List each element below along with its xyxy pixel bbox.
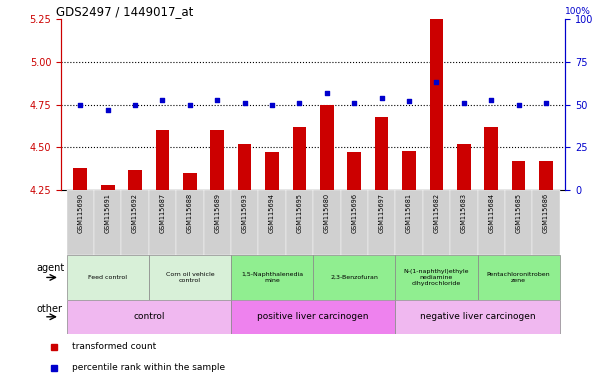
Point	[431, 79, 441, 86]
Bar	[532, 190, 560, 255]
Point	[404, 98, 414, 104]
Bar	[395, 255, 478, 300]
Bar	[293, 127, 306, 190]
Bar	[450, 190, 478, 255]
Bar	[258, 190, 286, 255]
Bar	[512, 161, 525, 190]
Text: 1,5-Naphthalenedia
mine: 1,5-Naphthalenedia mine	[241, 272, 303, 283]
Point	[213, 96, 222, 103]
Text: GDS2497 / 1449017_at: GDS2497 / 1449017_at	[56, 5, 194, 18]
Text: positive liver carcinogen: positive liver carcinogen	[257, 312, 369, 321]
Bar	[375, 117, 389, 190]
Bar	[148, 190, 176, 255]
Bar	[340, 190, 368, 255]
Bar	[231, 255, 313, 300]
Bar	[128, 170, 142, 190]
Point	[377, 95, 387, 101]
Bar	[395, 300, 560, 334]
Text: GSM115687: GSM115687	[159, 194, 166, 233]
Text: Feed control: Feed control	[88, 275, 127, 280]
Text: GSM115685: GSM115685	[516, 194, 522, 233]
Point	[541, 100, 551, 106]
Point	[267, 101, 277, 108]
Bar	[320, 104, 334, 190]
Bar	[423, 190, 450, 255]
Text: N-(1-naphthyl)ethyle
nediamine
dihydrochloride: N-(1-naphthyl)ethyle nediamine dihydroch…	[404, 269, 469, 286]
Point	[75, 101, 85, 108]
Text: GSM115686: GSM115686	[543, 194, 549, 233]
Text: GSM115691: GSM115691	[104, 194, 111, 233]
Bar	[67, 190, 94, 255]
Text: GSM115690: GSM115690	[77, 194, 83, 233]
Point	[103, 107, 112, 113]
Text: GSM115682: GSM115682	[433, 194, 439, 233]
Bar	[485, 127, 498, 190]
Bar	[402, 151, 416, 190]
Point	[158, 96, 167, 103]
Bar	[348, 152, 361, 190]
Point	[514, 101, 524, 108]
Text: Corn oil vehicle
control: Corn oil vehicle control	[166, 272, 214, 283]
Text: GSM115681: GSM115681	[406, 194, 412, 233]
Text: control: control	[133, 312, 164, 321]
Bar	[539, 161, 553, 190]
Bar	[231, 300, 395, 334]
Bar	[176, 190, 203, 255]
Bar	[430, 0, 443, 190]
Bar	[156, 130, 169, 190]
Point	[459, 100, 469, 106]
Text: GSM115696: GSM115696	[351, 194, 357, 233]
Text: GSM115689: GSM115689	[214, 194, 220, 233]
Bar	[67, 255, 148, 300]
Point	[349, 100, 359, 106]
Point	[295, 100, 304, 106]
Bar	[368, 190, 395, 255]
Bar	[203, 190, 231, 255]
Bar	[231, 190, 258, 255]
Point	[240, 100, 249, 106]
Text: GSM115694: GSM115694	[269, 194, 275, 233]
Bar	[148, 255, 231, 300]
Text: GSM115683: GSM115683	[461, 194, 467, 233]
Bar	[210, 130, 224, 190]
Text: percentile rank within the sample: percentile rank within the sample	[72, 363, 225, 372]
Text: GSM115695: GSM115695	[296, 194, 302, 233]
Bar	[395, 190, 423, 255]
Bar	[478, 255, 560, 300]
Point	[130, 101, 140, 108]
Bar	[101, 185, 114, 190]
Text: transformed count: transformed count	[72, 342, 156, 351]
Point	[486, 96, 496, 103]
Point	[322, 89, 332, 96]
Text: 100%: 100%	[565, 7, 591, 16]
Bar	[478, 190, 505, 255]
Text: GSM115688: GSM115688	[187, 194, 193, 233]
Bar	[183, 173, 197, 190]
Text: Pentachloronitroben
zene: Pentachloronitroben zene	[487, 272, 551, 283]
Text: other: other	[37, 304, 63, 314]
Text: GSM115680: GSM115680	[324, 194, 330, 233]
Bar	[238, 144, 252, 190]
Bar	[313, 255, 395, 300]
Point	[185, 101, 195, 108]
Bar	[505, 190, 532, 255]
Bar	[67, 300, 231, 334]
Bar	[457, 144, 470, 190]
Text: agent: agent	[37, 263, 65, 273]
Bar	[94, 190, 122, 255]
Text: GSM115684: GSM115684	[488, 194, 494, 233]
Bar	[73, 168, 87, 190]
Bar	[122, 190, 148, 255]
Bar	[313, 190, 340, 255]
Bar	[265, 152, 279, 190]
Bar	[286, 190, 313, 255]
Text: negative liver carcinogen: negative liver carcinogen	[420, 312, 535, 321]
Text: GSM115697: GSM115697	[379, 194, 385, 233]
Text: GSM115693: GSM115693	[241, 194, 247, 233]
Text: 2,3-Benzofuran: 2,3-Benzofuran	[331, 275, 378, 280]
Text: GSM115692: GSM115692	[132, 194, 138, 233]
